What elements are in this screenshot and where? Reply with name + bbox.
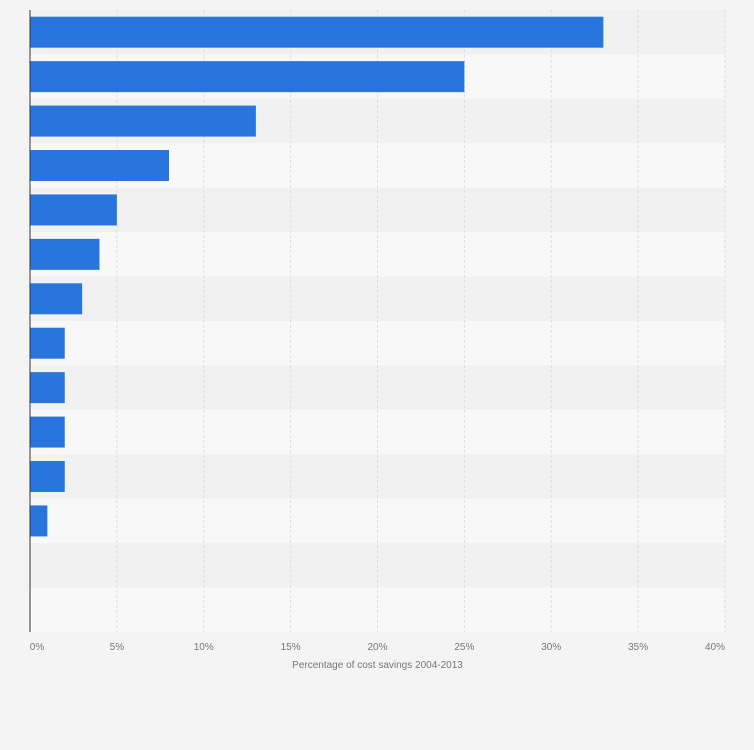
bar[interactable] — [30, 416, 65, 448]
x-tick-label: 25% — [454, 642, 474, 653]
bars — [30, 16, 604, 537]
x-tick-label: 40% — [705, 642, 725, 653]
bar[interactable] — [30, 194, 117, 226]
bar[interactable] — [30, 461, 65, 492]
bar[interactable] — [30, 150, 169, 181]
bar[interactable] — [30, 283, 83, 315]
x-tick-label: 35% — [628, 642, 648, 653]
x-axis-title: Percentage of cost savings 2004-2013 — [292, 660, 463, 671]
x-tick-label: 20% — [367, 642, 387, 653]
bar[interactable] — [30, 16, 604, 48]
x-tick-label: 30% — [541, 642, 561, 653]
x-tick-label: 5% — [110, 642, 125, 653]
bar[interactable] — [30, 505, 48, 537]
bar[interactable] — [30, 372, 65, 404]
x-axis-tick-labels: 0% 5% 10% 15% 20% 25% 30% 35% 40% — [30, 642, 725, 653]
row-band — [30, 321, 725, 366]
row-band — [30, 587, 725, 632]
x-tick-label: 15% — [281, 642, 301, 653]
x-tick-label: 0% — [30, 642, 45, 653]
gridlines — [116, 10, 726, 632]
bar[interactable] — [30, 238, 100, 270]
x-tick-label: 10% — [194, 642, 214, 653]
row-band — [30, 276, 725, 321]
row-band — [30, 232, 725, 277]
bar[interactable] — [30, 61, 465, 93]
bar[interactable] — [30, 327, 65, 359]
bar[interactable] — [30, 105, 256, 137]
